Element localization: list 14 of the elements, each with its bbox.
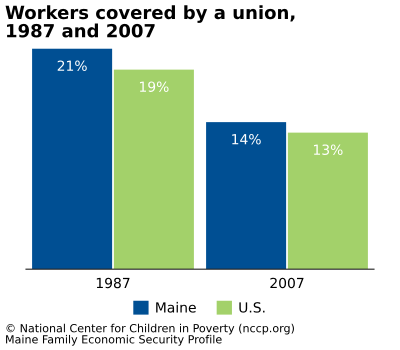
chart-title: Workers covered by a union, 1987 and 2007 xyxy=(6,5,294,38)
bar xyxy=(114,70,194,270)
legend-label: Maine xyxy=(156,302,196,313)
text: © National Center for Children in Poverty (nccp.org) Maine Family Economic Security Profile xyxy=(6,324,294,346)
legend-label: U.S. xyxy=(239,302,265,313)
x-tick-label: 2007 xyxy=(270,278,304,288)
x-tick-label: 1987 xyxy=(96,278,130,288)
data-label: 14% xyxy=(232,134,261,144)
data-label: 19% xyxy=(140,81,169,92)
bar xyxy=(32,48,112,270)
data-label: 21% xyxy=(58,60,87,71)
data-label: 13% xyxy=(314,144,343,155)
bar xyxy=(288,132,368,270)
bar xyxy=(206,122,286,270)
